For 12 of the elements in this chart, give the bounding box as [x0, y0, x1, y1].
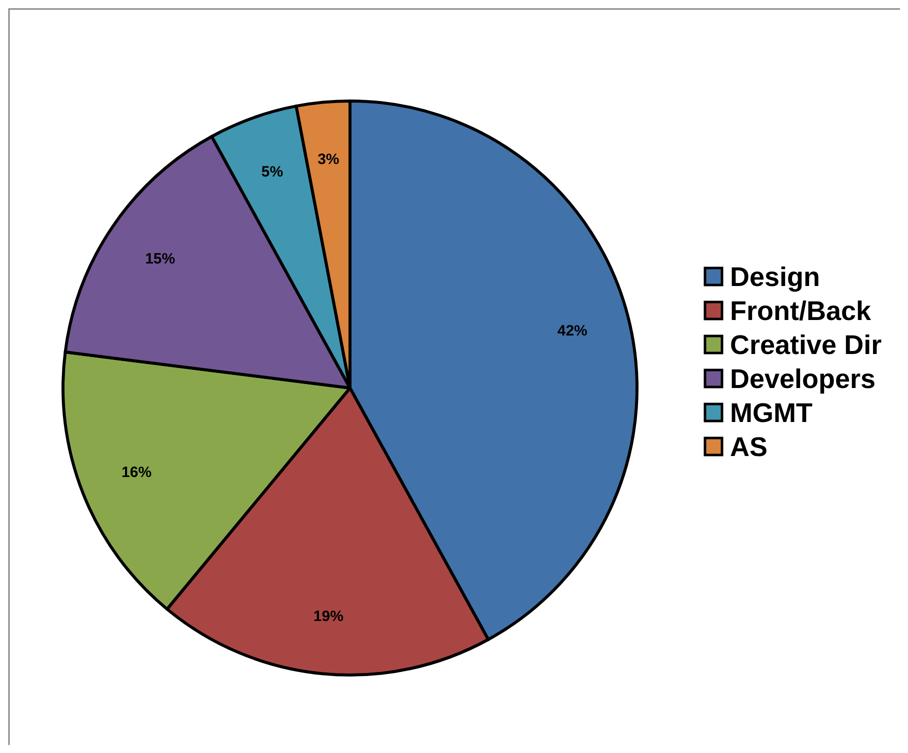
legend-label: MGMT [730, 398, 813, 428]
data-label: 5% [261, 163, 284, 180]
data-label: 15% [145, 250, 176, 268]
legend-label: Creative Dir [730, 330, 882, 360]
data-label: 3% [318, 150, 340, 168]
legend-label: Design [730, 262, 820, 292]
data-label: 16% [122, 464, 152, 482]
legend-label: Developers [730, 364, 876, 394]
data-label: 19% [313, 608, 344, 626]
data-label: 42% [557, 322, 588, 340]
legend-label: Front/Back [730, 296, 872, 326]
legend-label: AS [730, 432, 768, 462]
